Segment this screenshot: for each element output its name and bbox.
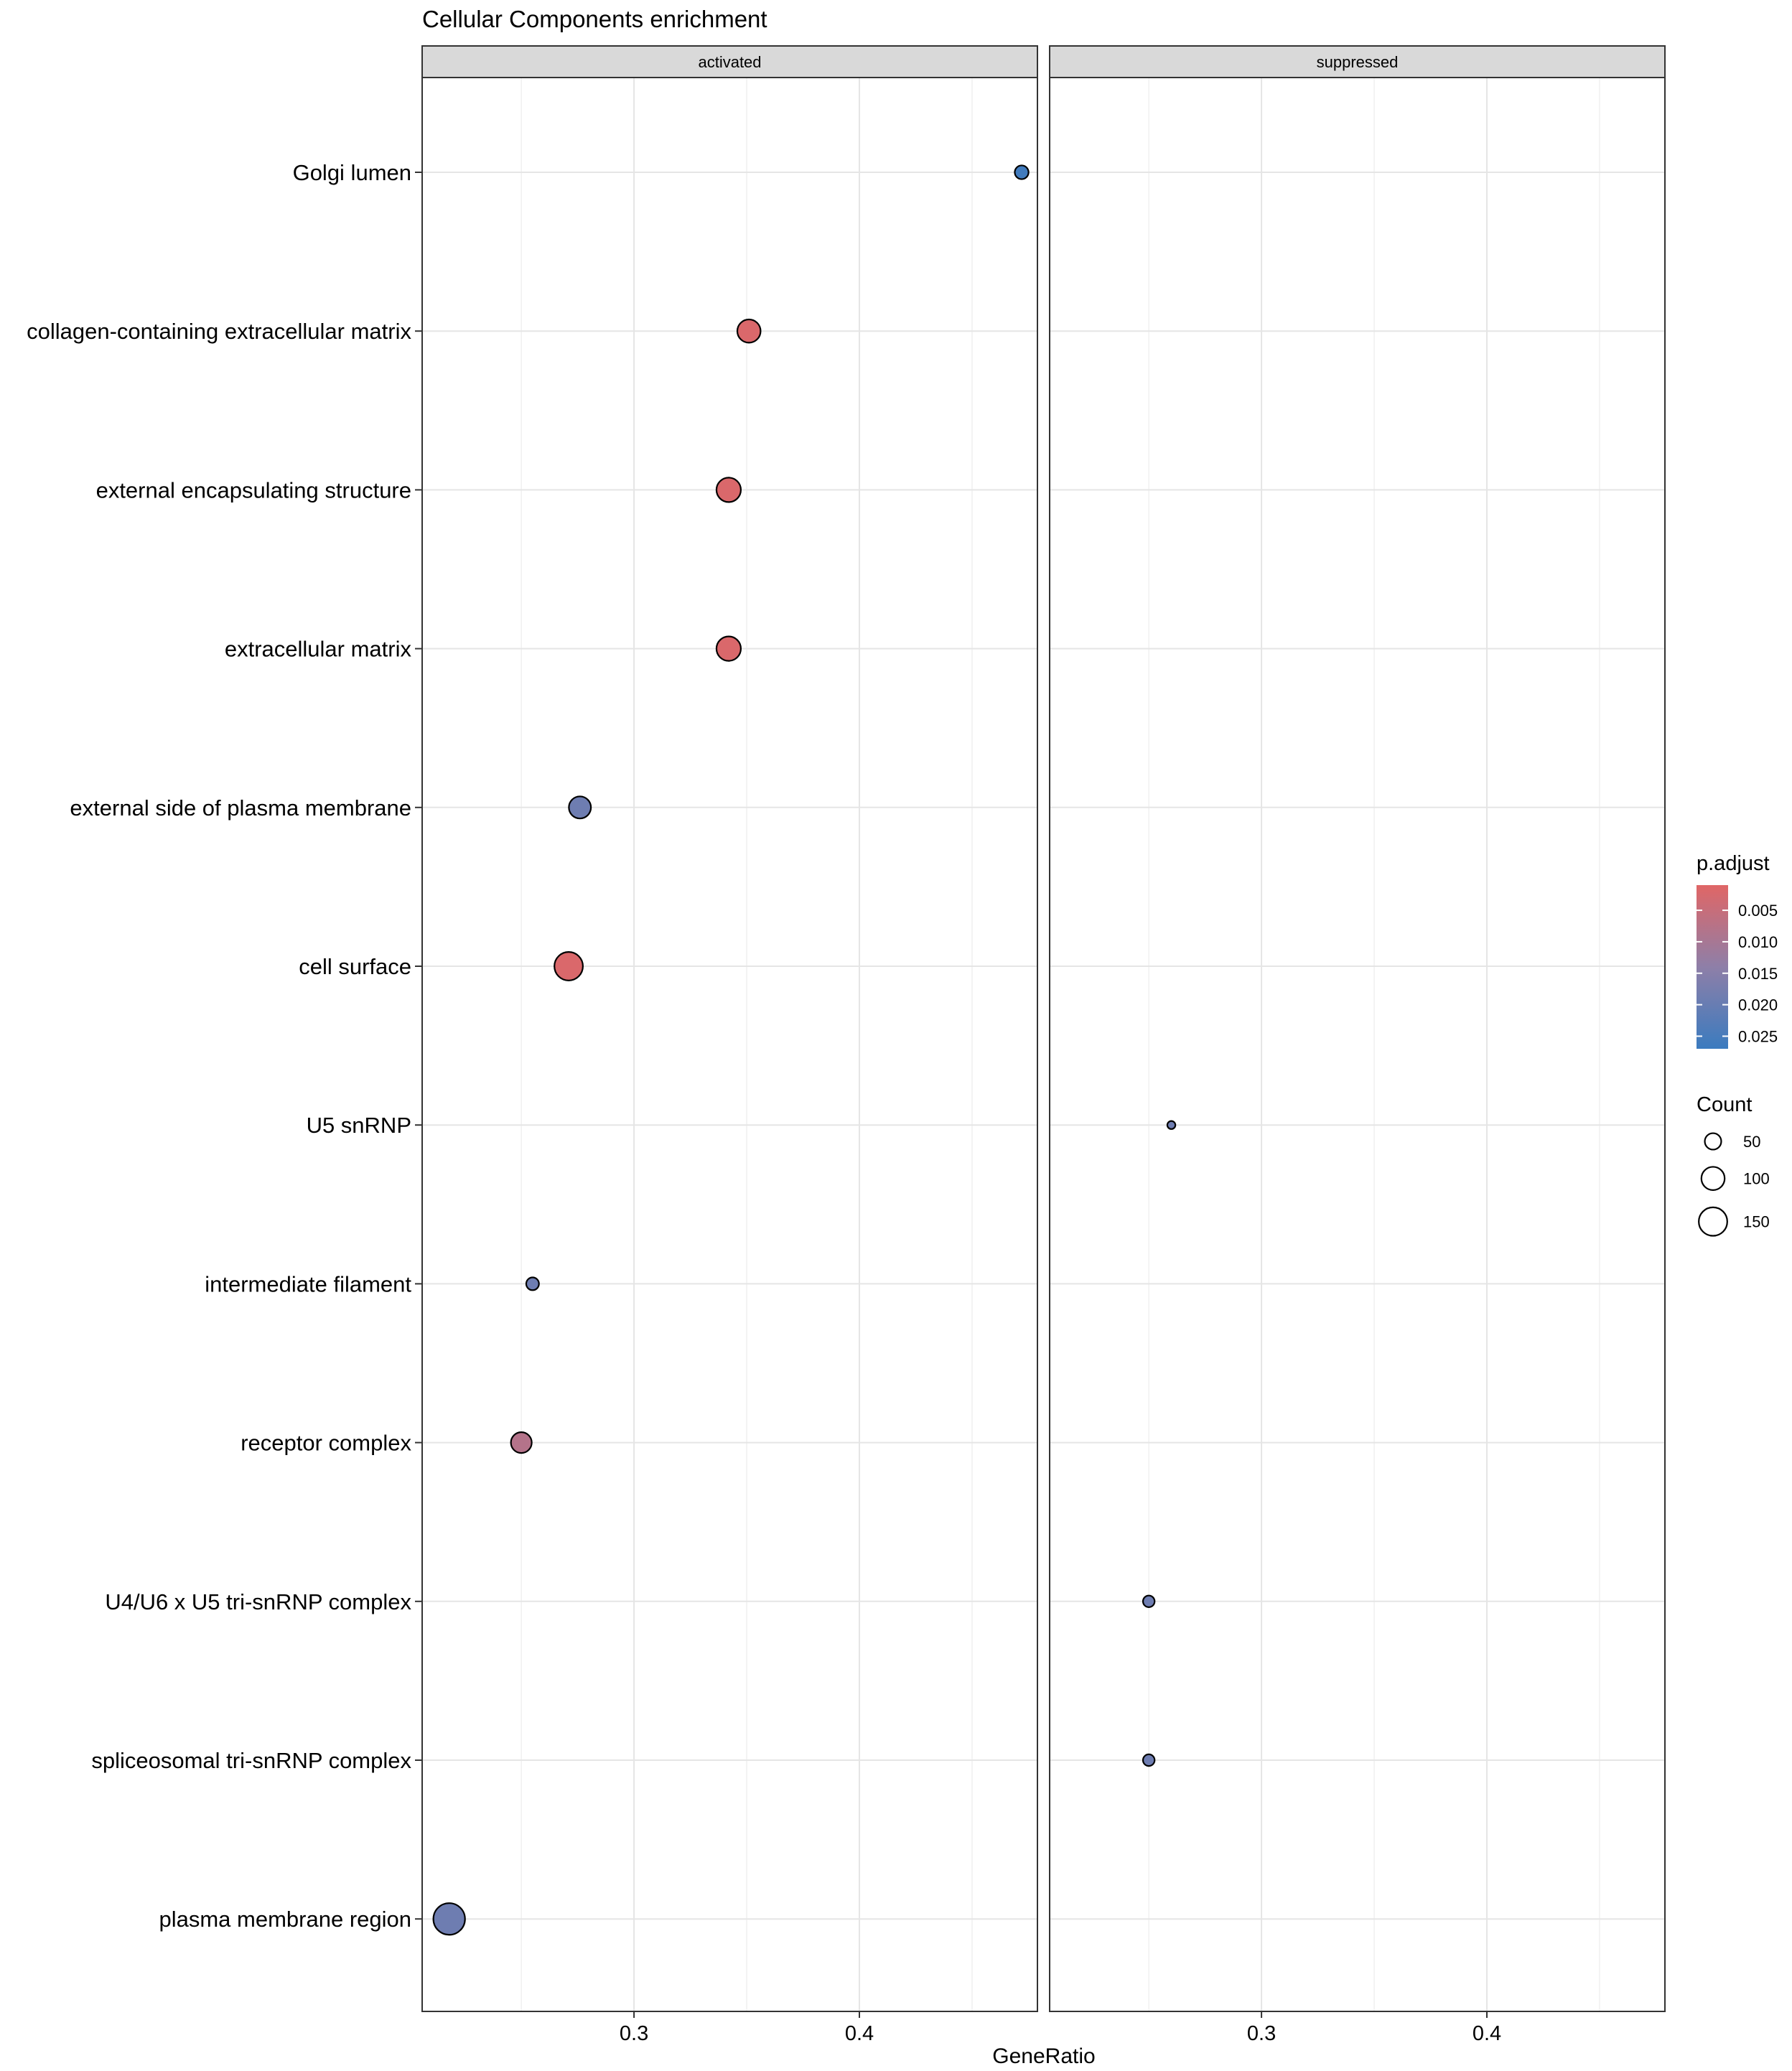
size-legend-title: Count: [1697, 1093, 1752, 1116]
facet-strip-label: activated: [698, 53, 761, 71]
facet-strip: [1049, 45, 1666, 78]
data-point: [1142, 1594, 1156, 1608]
chart-title: Cellular Components enrichment: [422, 6, 767, 32]
data-point: [554, 951, 584, 981]
y-tick-label: U5 snRNP: [307, 1113, 411, 1138]
color-legend-label: 0.015: [1738, 965, 1778, 983]
data-point: [1166, 1120, 1177, 1130]
data-point: [525, 1276, 540, 1291]
color-legend-bar: [1697, 885, 1728, 1049]
data-point: [510, 1431, 533, 1454]
panel-border: [421, 77, 1038, 2012]
y-tick-label: U4/U6 x U5 tri-snRNP complex: [105, 1589, 411, 1614]
size-legend-key: [1700, 1166, 1726, 1191]
x-axis-title: GeneRatio: [992, 2044, 1095, 2067]
facet-strip: [421, 45, 1038, 78]
y-tick-label: Golgi lumen: [293, 160, 411, 185]
size-legend-label: 50: [1743, 1133, 1760, 1151]
x-tick-label: 0.3: [620, 2022, 648, 2045]
data-point: [736, 318, 762, 344]
color-legend-label: 0.025: [1738, 1027, 1778, 1045]
color-legend-title: p.adjust: [1697, 852, 1770, 875]
color-legend-label: 0.020: [1738, 996, 1778, 1014]
data-point: [568, 795, 592, 820]
size-legend-key: [1704, 1132, 1722, 1151]
y-tick-label: cell surface: [299, 954, 411, 979]
size-legend-label: 150: [1743, 1213, 1770, 1231]
facet-strip-label: suppressed: [1317, 53, 1399, 71]
data-point: [715, 635, 742, 662]
panel-background: [1050, 78, 1665, 2011]
y-tick-label: external encapsulating structure: [96, 477, 411, 502]
color-legend-label: 0.005: [1738, 902, 1778, 920]
y-tick-label: extracellular matrix: [225, 637, 412, 662]
x-tick-label: 0.4: [1473, 2022, 1501, 2045]
y-tick-label: spliceosomal tri-snRNP complex: [91, 1748, 411, 1773]
y-tick-label: receptor complex: [241, 1431, 411, 1456]
size-legend-key: [1698, 1206, 1728, 1237]
data-point: [432, 1902, 466, 1936]
y-tick-label: plasma membrane region: [159, 1907, 411, 1932]
data-point: [1142, 1753, 1156, 1767]
panel-border: [1049, 77, 1666, 2012]
y-tick-label: collagen-containing extracellular matrix: [27, 319, 411, 344]
x-tick-label: 0.4: [845, 2022, 874, 2045]
y-tick-label: external side of plasma membrane: [70, 795, 411, 821]
size-legend-label: 100: [1743, 1170, 1770, 1188]
data-point: [715, 477, 742, 503]
color-legend-label: 0.010: [1738, 933, 1778, 951]
panel-background: [422, 78, 1037, 2011]
y-tick-label: intermediate filament: [205, 1271, 411, 1296]
x-tick-label: 0.3: [1247, 2022, 1276, 2045]
data-point: [1014, 164, 1030, 180]
